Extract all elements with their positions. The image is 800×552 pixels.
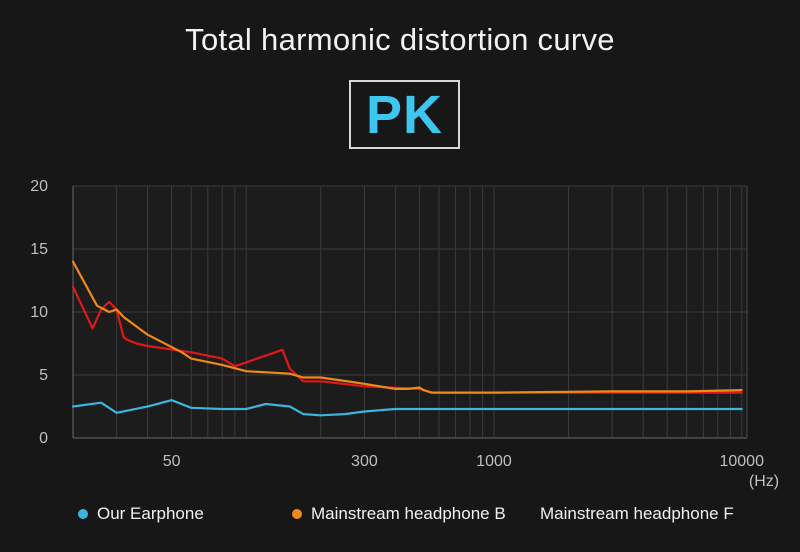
y-tick-label: 10 [30,304,48,321]
pk-badge-label: PK [365,84,443,145]
tick-labels: 0 5 10 15 20 50 300 1000 10000 (Hz) [30,178,779,490]
x-tick-label: 50 [163,453,181,470]
legend-label: Mainstream headphone B [311,504,506,523]
x-tick-label: 300 [351,453,378,470]
legend-dot [78,509,88,519]
grid-lines [72,185,747,438]
y-tick-label: 0 [39,430,48,447]
axes [72,186,748,439]
x-tick-label: 1000 [476,453,512,470]
legend-label: Our Earphone [97,504,204,523]
x-tick-label: 10000 [719,453,764,470]
legend-dot [292,509,302,519]
legend-label: Mainstream headphone F [540,504,734,523]
y-tick-label: 20 [30,178,48,195]
legend-item-our-earphone: Our Earphone [78,504,204,524]
series-lines [71,260,743,417]
chart-legend: Our Earphone Mainstream headphone B Main… [0,500,800,530]
series-line-2 [71,260,743,394]
pk-badge: PK [349,80,460,149]
series-line-1 [71,399,743,417]
y-tick-label: 15 [30,241,48,258]
legend-item-headphone-b: Mainstream headphone B [292,504,506,524]
y-tick-label: 5 [39,367,48,384]
chart-title: Total harmonic distortion curve [185,22,615,57]
legend-item-headphone-f: Mainstream headphone F [540,504,734,524]
x-unit-label: (Hz) [749,473,779,490]
